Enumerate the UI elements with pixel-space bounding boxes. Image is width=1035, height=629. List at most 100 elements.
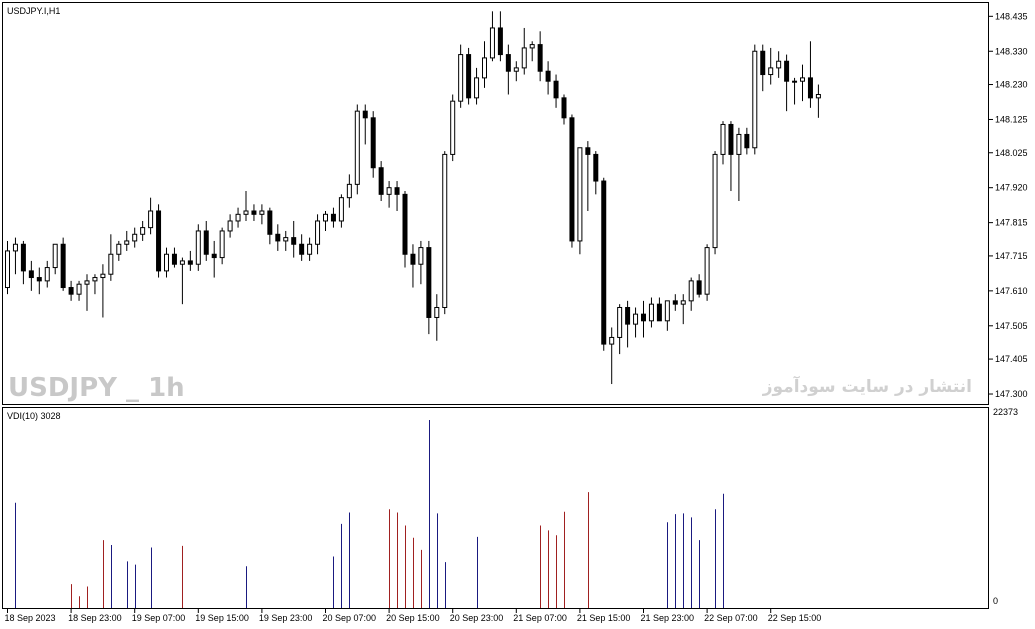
candle-body: [195, 230, 201, 265]
candle-body: [108, 253, 114, 275]
candle-body: [561, 97, 567, 119]
candle-body: [569, 117, 575, 242]
candle: [92, 274, 98, 295]
candle-body: [442, 153, 448, 308]
candle: [100, 264, 106, 318]
candle-body: [577, 147, 583, 242]
candle: [148, 197, 154, 235]
time-tick-label: 20 Sep 15:00: [386, 613, 440, 623]
candle-body: [450, 100, 456, 155]
candle: [402, 191, 408, 268]
candle: [696, 274, 702, 298]
time-tick-label: 21 Sep 23:00: [641, 613, 695, 623]
candle: [251, 204, 257, 221]
time-tick-label: 20 Sep 23:00: [450, 613, 504, 623]
candle: [489, 11, 495, 62]
time-tick-label: 22 Sep 07:00: [704, 613, 758, 623]
candle: [577, 147, 583, 255]
candle-body: [394, 187, 400, 195]
candle: [227, 214, 233, 238]
candle-body: [625, 306, 631, 325]
candle-body: [76, 283, 82, 295]
candle: [513, 61, 519, 82]
candle-body: [187, 260, 193, 265]
candle-body: [633, 313, 639, 325]
candle: [609, 327, 615, 385]
candle: [482, 41, 487, 88]
candle: [307, 237, 313, 261]
candle-body: [299, 243, 305, 255]
candle: [5, 240, 10, 295]
candle: [44, 260, 50, 288]
candle: [386, 181, 392, 208]
candle-body: [474, 77, 480, 99]
candle: [338, 194, 344, 228]
candle: [450, 94, 456, 162]
candle: [52, 243, 58, 275]
candle-body: [100, 273, 106, 279]
candle: [84, 274, 90, 311]
candle: [601, 177, 607, 351]
vdi-tick-label: 22373: [993, 407, 1018, 417]
time-tick-label: 19 Sep 23:00: [259, 613, 313, 623]
candle-body: [116, 243, 122, 255]
candle: [760, 44, 766, 92]
candle: [593, 151, 599, 195]
candle-body: [323, 213, 328, 222]
candle: [187, 250, 193, 271]
candle: [521, 27, 527, 75]
candle-body: [760, 50, 766, 76]
candle: [807, 41, 813, 108]
candle: [434, 294, 440, 341]
candle-body: [497, 27, 503, 56]
price-tick-label: 147.815: [995, 218, 1028, 228]
candle: [625, 300, 631, 348]
candle: [537, 31, 543, 82]
candle: [768, 47, 774, 85]
candle-body: [418, 247, 424, 265]
candle-body: [52, 243, 58, 269]
price-tick-label: 147.505: [995, 321, 1028, 331]
candle-body: [815, 94, 821, 99]
candle: [792, 77, 798, 105]
candle-body: [648, 303, 654, 322]
candle-body: [235, 213, 241, 222]
candle: [378, 161, 384, 202]
time-tick-label: 18 Sep 23:00: [68, 613, 122, 623]
candle-body: [688, 280, 694, 302]
candle: [267, 207, 273, 245]
candle-body: [656, 303, 662, 322]
price-tick-label: 148.230: [995, 80, 1028, 90]
candle-body: [60, 243, 66, 289]
candle: [235, 207, 241, 228]
candle: [164, 247, 169, 278]
price-tick-label: 148.125: [995, 114, 1028, 124]
candle-body: [728, 123, 734, 155]
candle-body: [140, 227, 146, 235]
time-tick-label: 21 Sep 15:00: [577, 613, 631, 623]
candle: [752, 44, 758, 155]
candle-body: [800, 77, 805, 82]
candle-body: [251, 210, 257, 215]
candle-body: [243, 210, 249, 215]
candle-body: [386, 187, 392, 195]
candle: [283, 230, 289, 251]
candle-body: [609, 336, 615, 345]
candle-body: [744, 133, 750, 149]
candle: [776, 51, 782, 78]
candle-body: [156, 210, 162, 272]
candle: [68, 280, 74, 301]
candle: [171, 247, 177, 268]
candle-body: [521, 47, 527, 69]
time-tick-label: 21 Sep 07:00: [513, 613, 567, 623]
candle-body: [179, 260, 185, 265]
candle: [315, 214, 321, 255]
candle-body: [529, 44, 535, 49]
candle-body: [148, 210, 154, 229]
candle: [179, 257, 185, 305]
candle-body: [28, 270, 34, 279]
candle: [275, 224, 281, 251]
candle: [418, 240, 424, 285]
candle-body: [315, 220, 321, 245]
